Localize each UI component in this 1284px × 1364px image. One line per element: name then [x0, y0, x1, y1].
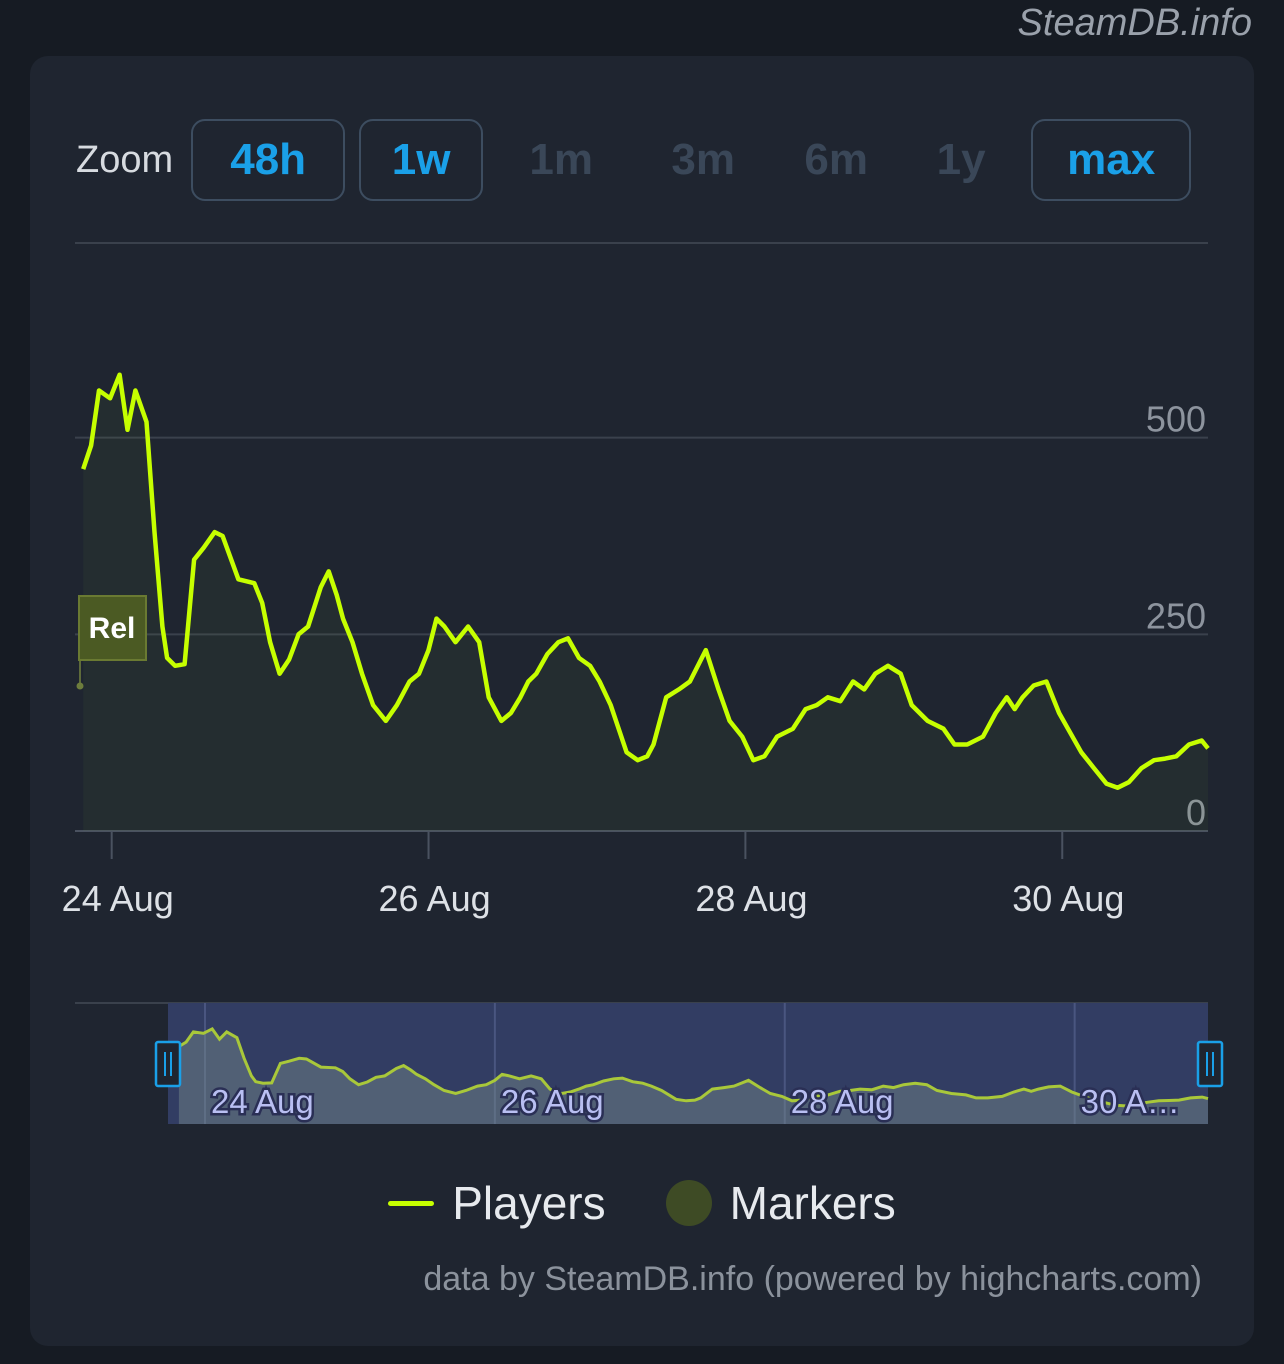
y-tick-label-250: 250 — [1146, 595, 1206, 636]
release-marker-flag[interactable] — [78, 595, 147, 661]
zoom-1m-button[interactable]: 1m — [529, 135, 593, 184]
zoom-48h-button[interactable]: 48h — [191, 119, 346, 201]
legend-label-markers: Markers — [729, 1177, 896, 1229]
release-marker-label: Rel — [89, 612, 136, 645]
navigator-area — [178, 1028, 1208, 1124]
zoom-1y-button[interactable]: 1y — [936, 135, 986, 184]
zoom-1w-button[interactable]: 1w — [359, 119, 484, 201]
players-line-swatch — [388, 1200, 435, 1206]
watermark: SteamDB.info — [1017, 2, 1252, 44]
x-tick-label-3: 30 Aug — [1012, 878, 1124, 919]
zoom-3m-button[interactable]: 3m — [671, 135, 735, 184]
x-tick-label-0: 24 Aug — [62, 878, 174, 919]
legend: Players Markers — [30, 1176, 1254, 1230]
players-line[interactable] — [81, 372, 1210, 790]
zoom-max-button[interactable]: max — [1031, 119, 1192, 201]
navigator-selection-mask[interactable] — [168, 1003, 1208, 1124]
navigator-tick-label-0: 24 Aug — [211, 1083, 314, 1120]
chart-card: Zoom 48h 1w 1m 3m 6m 1y max 0 250 500 24 Au… — [30, 56, 1254, 1346]
y-tick-label-0: 0 — [1186, 792, 1206, 833]
zoom-toolbar: Zoom 48h 1w 1m 3m 6m 1y max — [76, 116, 1205, 204]
navigator-tick-label-3: 30 A… — [1081, 1083, 1180, 1120]
marker-point-0 — [76, 682, 84, 690]
legend-item-players[interactable]: Players — [388, 1176, 606, 1230]
markers-dot-swatch — [665, 1180, 712, 1226]
navigator-tick-label-1: 26 Aug — [501, 1083, 604, 1120]
navigator-handle-left[interactable] — [154, 1040, 182, 1088]
legend-label-players: Players — [452, 1177, 606, 1229]
x-tick-label-2: 28 Aug — [695, 878, 807, 919]
legend-item-markers[interactable]: Markers — [665, 1176, 896, 1230]
zoom-6m-button[interactable]: 6m — [804, 135, 868, 184]
credits-link[interactable]: data by SteamDB.info (powered by highcha… — [423, 1260, 1202, 1298]
navigator-handle-right[interactable] — [1196, 1040, 1224, 1088]
players-area — [83, 374, 1209, 831]
navigator-tick-label-2: 28 Aug — [791, 1083, 894, 1120]
y-tick-label-500: 500 — [1146, 399, 1206, 440]
zoom-label: Zoom — [76, 138, 174, 181]
navigator-line — [178, 1026, 1209, 1108]
x-tick-label-1: 26 Aug — [379, 878, 491, 919]
players-chart[interactable]: 0 250 500 24 Aug 26 Aug 28 Aug 30 Aug Rel 24 Aug… — [30, 56, 1254, 1166]
